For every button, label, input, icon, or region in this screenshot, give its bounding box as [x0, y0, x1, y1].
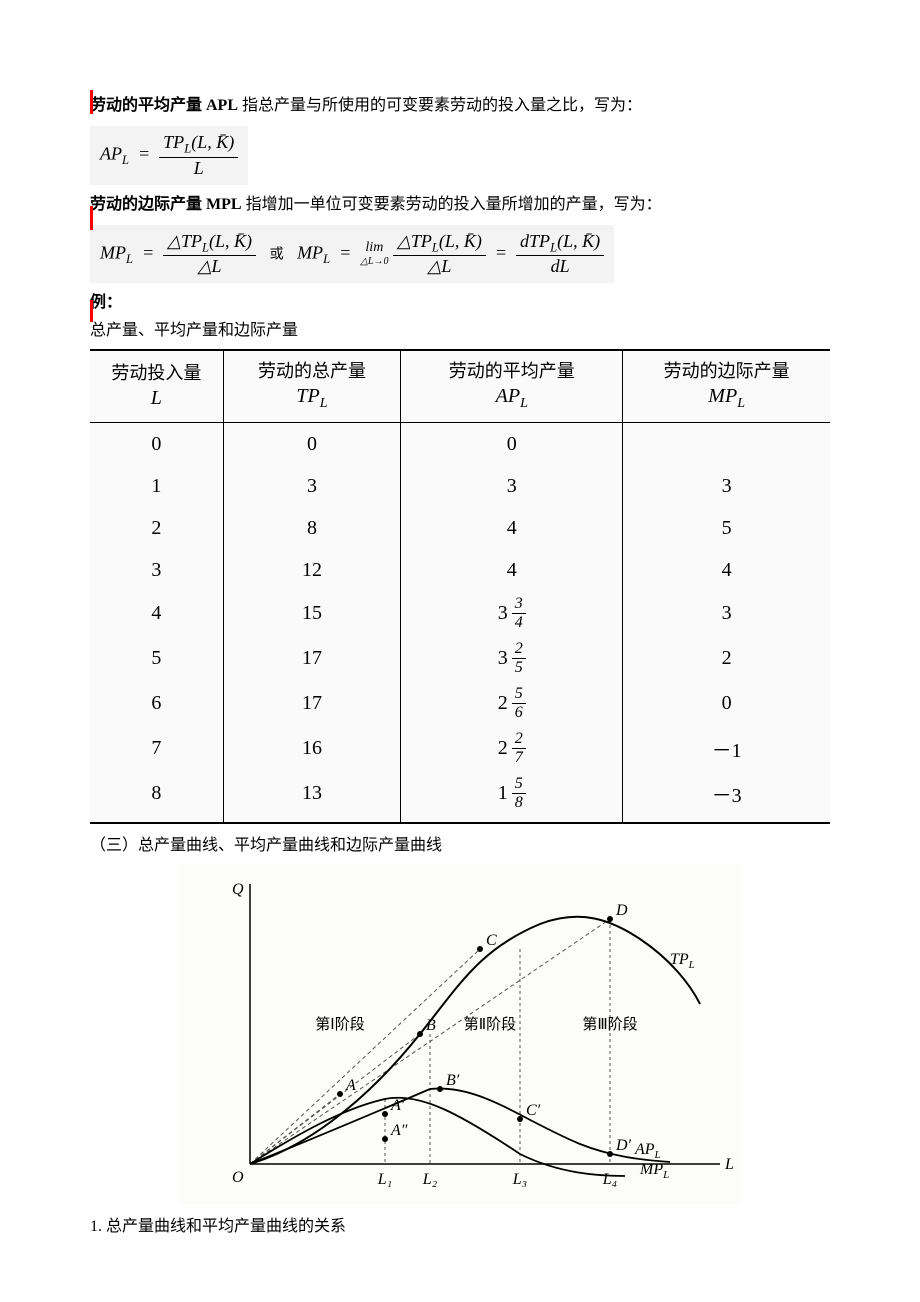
table-header-row: 劳动投入量L 劳动的总产量TPL 劳动的平均产量APL 劳动的边际产量MPL	[90, 350, 830, 423]
table-caption: 总产量、平均产量和边际产量	[90, 319, 830, 343]
production-table: 劳动投入量L 劳动的总产量TPL 劳动的平均产量APL 劳动的边际产量MPL 0…	[90, 349, 830, 824]
example-label: 例：	[90, 291, 830, 315]
svg-text:L: L	[724, 1156, 734, 1173]
mpl-def-rest: 指增加一单位可变要素劳动的投入量所增加的产量，写为：	[242, 196, 662, 213]
page: 劳动的平均产量 APL 指总产量与所使用的可变要素劳动的投入量之比，写为： AP…	[0, 0, 920, 1283]
apl-def-rest: 指总产量与所使用的可变要素劳动的投入量之比，写为：	[238, 97, 642, 114]
apl-definition: 劳动的平均产量 APL 指总产量与所使用的可变要素劳动的投入量之比，写为：	[90, 94, 830, 118]
mpl-formula: MPL = △TPL(L, K̄) △L 或 MPL = lim△L→0 △TP…	[90, 225, 614, 284]
mpl-definition: 劳动的边际产量 MPL 指增加一单位可变要素劳动的投入量所增加的产量，写为：	[90, 193, 830, 217]
svg-text:Q: Q	[232, 881, 244, 898]
table-row: 000	[90, 423, 830, 466]
table-row: 716227－1	[90, 726, 830, 771]
mpl-def-bold: 劳动的边际产量 MPL	[90, 196, 242, 213]
svg-text:C: C	[486, 932, 497, 949]
svg-text:A′: A′	[390, 1097, 405, 1114]
svg-text:B′: B′	[446, 1072, 460, 1089]
svg-text:L₂: L₂	[422, 1171, 438, 1188]
svg-text:第Ⅱ阶段: 第Ⅱ阶段	[464, 1015, 516, 1033]
table-row: 5173252	[90, 636, 830, 681]
table-row: 31244	[90, 549, 830, 591]
svg-text:A″: A″	[390, 1122, 408, 1139]
footnote-1: 1. 总产量曲线和平均产量曲线的关系	[90, 1215, 830, 1239]
svg-text:A: A	[345, 1077, 356, 1094]
table-row: 2845	[90, 507, 830, 549]
svg-text:第Ⅲ阶段: 第Ⅲ阶段	[582, 1015, 637, 1033]
apl-formula: APL = TPL(L, K̄) L	[90, 126, 248, 185]
table-row: 4153343	[90, 591, 830, 636]
highlight-bar-1	[90, 90, 93, 114]
svg-text:C′: C′	[526, 1102, 541, 1119]
svg-text:L₄: L₄	[602, 1171, 617, 1188]
apl-def-bold: 劳动的平均产量 APL	[90, 97, 238, 114]
highlight-bar-3	[90, 300, 93, 322]
svg-text:第Ⅰ阶段: 第Ⅰ阶段	[315, 1015, 364, 1033]
section-three-title: （三）总产量曲线、平均产量曲线和边际产量曲线	[90, 834, 830, 858]
svg-text:L₁: L₁	[377, 1171, 392, 1188]
svg-text:O: O	[232, 1169, 244, 1186]
svg-text:L₃: L₃	[512, 1171, 527, 1188]
svg-text:D: D	[615, 902, 628, 919]
highlight-bar-2	[90, 206, 93, 230]
svg-text:D′: D′	[615, 1137, 632, 1154]
table-row: 813158－3	[90, 771, 830, 823]
production-curves-chart: QLOABCDA′A″B′C′D′第Ⅰ阶段第Ⅱ阶段第Ⅲ阶段L₁L₂L₃L₄TPL…	[90, 864, 830, 1209]
table-row: 6172560	[90, 681, 830, 726]
svg-text:B: B	[426, 1017, 436, 1034]
table-row: 1333	[90, 465, 830, 507]
